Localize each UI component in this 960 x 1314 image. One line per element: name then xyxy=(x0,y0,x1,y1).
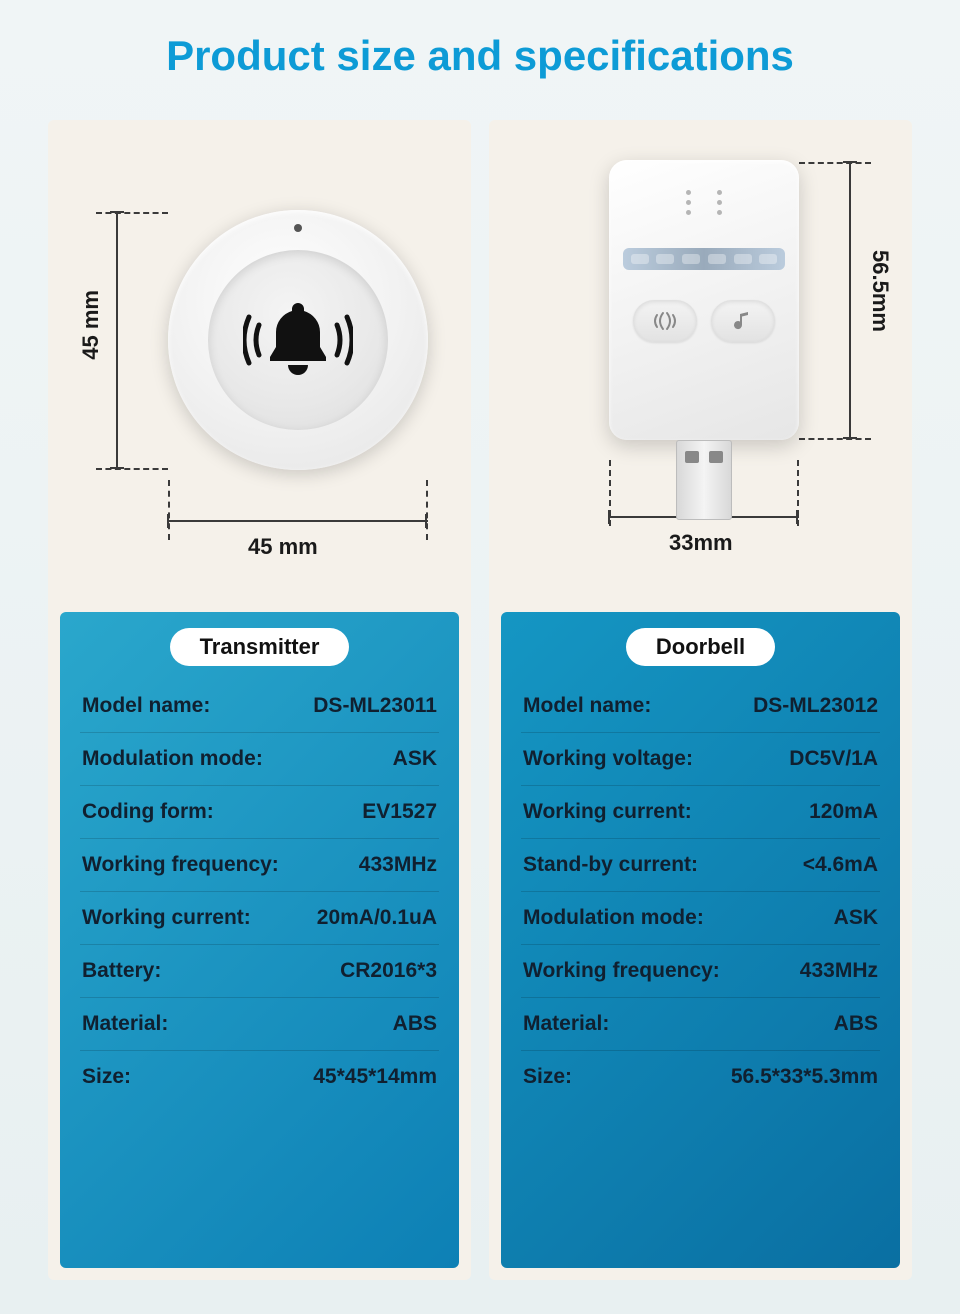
spec-value: 433MHz xyxy=(800,959,878,983)
dim-dash xyxy=(96,212,168,214)
dim-dash xyxy=(168,480,170,540)
dim-tick xyxy=(110,467,124,469)
doorbell-spec-title: Doorbell xyxy=(626,628,775,666)
spec-label: Material: xyxy=(523,1012,609,1036)
spec-label: Coding form: xyxy=(82,800,214,824)
dim-dash xyxy=(426,480,428,540)
spec-label: Model name: xyxy=(82,694,210,718)
bell-icon xyxy=(243,295,353,385)
doorbell-receiver-illustration xyxy=(609,160,799,440)
dim-tick xyxy=(843,161,857,163)
spec-label: Working current: xyxy=(82,906,251,930)
dim-line xyxy=(116,212,118,468)
spec-row: Size: 56.5*33*5.3mm xyxy=(521,1051,880,1103)
spec-value: 433MHz xyxy=(359,853,437,877)
spec-value: ABS xyxy=(393,1012,437,1036)
spec-row: Stand-by current: <4.6mA xyxy=(521,839,880,892)
spec-row: Modulation mode: ASK xyxy=(521,892,880,945)
dim-tick xyxy=(425,514,427,528)
transmitter-button-face xyxy=(208,250,388,430)
spec-value: ASK xyxy=(834,906,878,930)
transmitter-device-illustration xyxy=(168,210,428,470)
spec-value: 20mA/0.1uA xyxy=(317,906,437,930)
spec-row: Coding form: EV1527 xyxy=(80,786,439,839)
dim-tick xyxy=(843,437,857,439)
music-note-icon xyxy=(732,309,754,333)
spec-row: Model name: DS-ML23011 xyxy=(80,680,439,733)
spec-row: Working voltage: DC5V/1A xyxy=(521,733,880,786)
spec-label: Battery: xyxy=(82,959,161,983)
transmitter-spec-card: Transmitter Model name: DS-ML23011 Modula… xyxy=(60,612,459,1268)
spec-value: ASK xyxy=(393,747,437,771)
spec-row: Model name: DS-ML23012 xyxy=(521,680,880,733)
transmitter-product-area: 45 mm 45 mm xyxy=(48,120,471,600)
transmitter-height-label: 45 mm xyxy=(78,290,104,360)
usb-plug-icon xyxy=(667,440,741,550)
spec-row: Modulation mode: ASK xyxy=(80,733,439,786)
spec-title-wrap: Transmitter xyxy=(80,628,439,666)
spec-label: Stand-by current: xyxy=(523,853,698,877)
transmitter-width-label: 45 mm xyxy=(248,534,318,560)
spec-label: Material: xyxy=(82,1012,168,1036)
spec-label: Size: xyxy=(523,1065,572,1089)
spec-row: Working frequency: 433MHz xyxy=(80,839,439,892)
spec-row: Battery: CR2016*3 xyxy=(80,945,439,998)
spec-value: 120mA xyxy=(809,800,878,824)
led-strip-icon xyxy=(623,248,785,270)
spec-label: Working frequency: xyxy=(523,959,720,983)
spec-label: Working frequency: xyxy=(82,853,279,877)
spec-label: Working voltage: xyxy=(523,747,693,771)
panel-transmitter: 45 mm 45 mm xyxy=(48,120,471,1280)
panels-container: 45 mm 45 mm xyxy=(0,120,960,1280)
spec-value: EV1527 xyxy=(362,800,437,824)
doorbell-spec-card: Doorbell Model name: DS-ML23012 Working v… xyxy=(501,612,900,1268)
dim-line xyxy=(849,162,851,438)
led-dot-icon xyxy=(294,224,302,232)
spec-label: Model name: xyxy=(523,694,651,718)
dim-tick xyxy=(796,510,798,524)
dim-dash xyxy=(799,438,871,440)
spec-label: Working current: xyxy=(523,800,692,824)
spec-value: 45*45*14mm xyxy=(313,1065,437,1089)
dim-tick xyxy=(608,510,610,524)
spec-row: Working current: 20mA/0.1uA xyxy=(80,892,439,945)
dim-tick xyxy=(110,211,124,213)
spec-row: Material: ABS xyxy=(80,998,439,1051)
spec-row: Material: ABS xyxy=(521,998,880,1051)
spec-value: 56.5*33*5.3mm xyxy=(731,1065,878,1089)
spec-value: CR2016*3 xyxy=(340,959,437,983)
dim-tick xyxy=(167,514,169,528)
spec-title-wrap: Doorbell xyxy=(521,628,880,666)
dim-dash xyxy=(96,468,168,470)
panel-doorbell: 56.5mm 33mm xyxy=(489,120,912,1280)
spec-label: Modulation mode: xyxy=(82,747,263,771)
spec-value: DC5V/1A xyxy=(789,747,878,771)
speaker-grille-icon xyxy=(686,190,722,215)
volume-button-icon xyxy=(633,300,697,342)
spec-label: Size: xyxy=(82,1065,131,1089)
spec-value: DS-ML23011 xyxy=(313,694,437,718)
melody-button-icon xyxy=(711,300,775,342)
spec-row: Working current: 120mA xyxy=(521,786,880,839)
doorbell-product-area: 56.5mm 33mm xyxy=(489,120,912,600)
spec-row: Working frequency: 433MHz xyxy=(521,945,880,998)
spec-value: <4.6mA xyxy=(803,853,878,877)
doorbell-height-label: 56.5mm xyxy=(867,250,893,332)
page-title: Product size and specifications xyxy=(0,0,960,120)
spec-value: ABS xyxy=(834,1012,878,1036)
transmitter-spec-title: Transmitter xyxy=(170,628,350,666)
dim-line xyxy=(168,520,428,522)
spec-value: DS-ML23012 xyxy=(753,694,878,718)
dim-dash xyxy=(799,162,871,164)
spec-label: Modulation mode: xyxy=(523,906,704,930)
sound-wave-icon xyxy=(651,311,679,331)
spec-row: Size: 45*45*14mm xyxy=(80,1051,439,1103)
